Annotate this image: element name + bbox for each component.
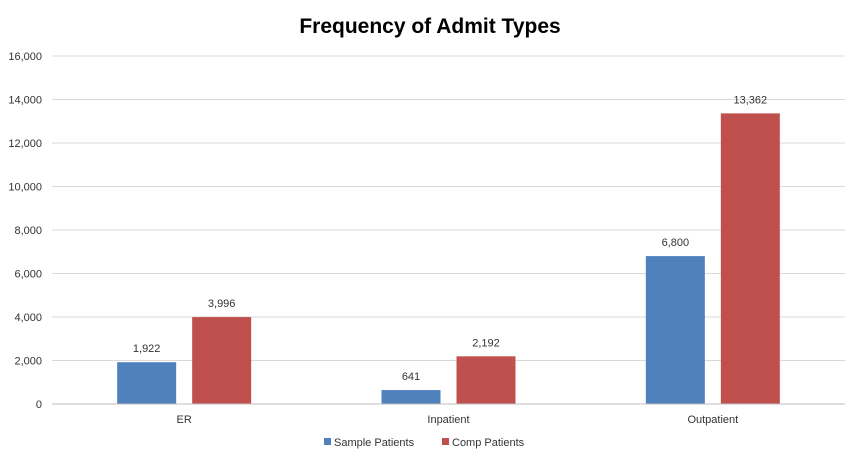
data-label: 1,922 bbox=[133, 343, 161, 355]
gridlines bbox=[52, 55, 845, 361]
y-axis-ticks: 0 2,000 4,000 6,000 8,000 10,000 12,000 14,000 1… bbox=[8, 51, 42, 411]
y-tick-label: 14,000 bbox=[8, 95, 42, 107]
data-labels: 1,922 3,996 641 2,192 6,800 13,362 bbox=[133, 94, 767, 383]
data-label: 641 bbox=[402, 371, 420, 383]
legend-swatch bbox=[324, 438, 331, 445]
legend-label: Comp Patients bbox=[452, 437, 525, 449]
y-tick-label: 10,000 bbox=[8, 182, 42, 194]
y-tick-label: 0 bbox=[36, 399, 42, 411]
bar bbox=[192, 317, 252, 404]
x-axis-categories: ER Inpatient Outpatient bbox=[177, 414, 739, 426]
y-tick-label: 2,000 bbox=[14, 356, 42, 368]
bars bbox=[117, 113, 780, 405]
legend-label: Sample Patients bbox=[334, 437, 415, 449]
legend: Sample Patients Comp Patients bbox=[324, 437, 525, 449]
y-tick-label: 4,000 bbox=[14, 312, 42, 324]
bar bbox=[117, 362, 177, 404]
y-tick-label: 12,000 bbox=[8, 138, 42, 150]
bar bbox=[456, 356, 516, 404]
bar bbox=[645, 256, 705, 404]
x-category-label: ER bbox=[177, 414, 192, 426]
data-label: 6,800 bbox=[662, 237, 690, 249]
bar bbox=[720, 113, 780, 405]
data-label: 3,996 bbox=[208, 298, 236, 310]
bar bbox=[381, 390, 441, 404]
legend-swatch bbox=[442, 438, 449, 445]
chart-title: Frequency of Admit Types bbox=[299, 15, 560, 38]
y-tick-label: 6,000 bbox=[14, 269, 42, 281]
y-tick-label: 16,000 bbox=[8, 51, 42, 63]
x-category-label: Inpatient bbox=[427, 414, 469, 426]
y-tick-label: 8,000 bbox=[14, 225, 42, 237]
data-label: 2,192 bbox=[472, 337, 500, 349]
x-category-label: Outpatient bbox=[687, 414, 738, 426]
data-label: 13,362 bbox=[734, 94, 768, 106]
